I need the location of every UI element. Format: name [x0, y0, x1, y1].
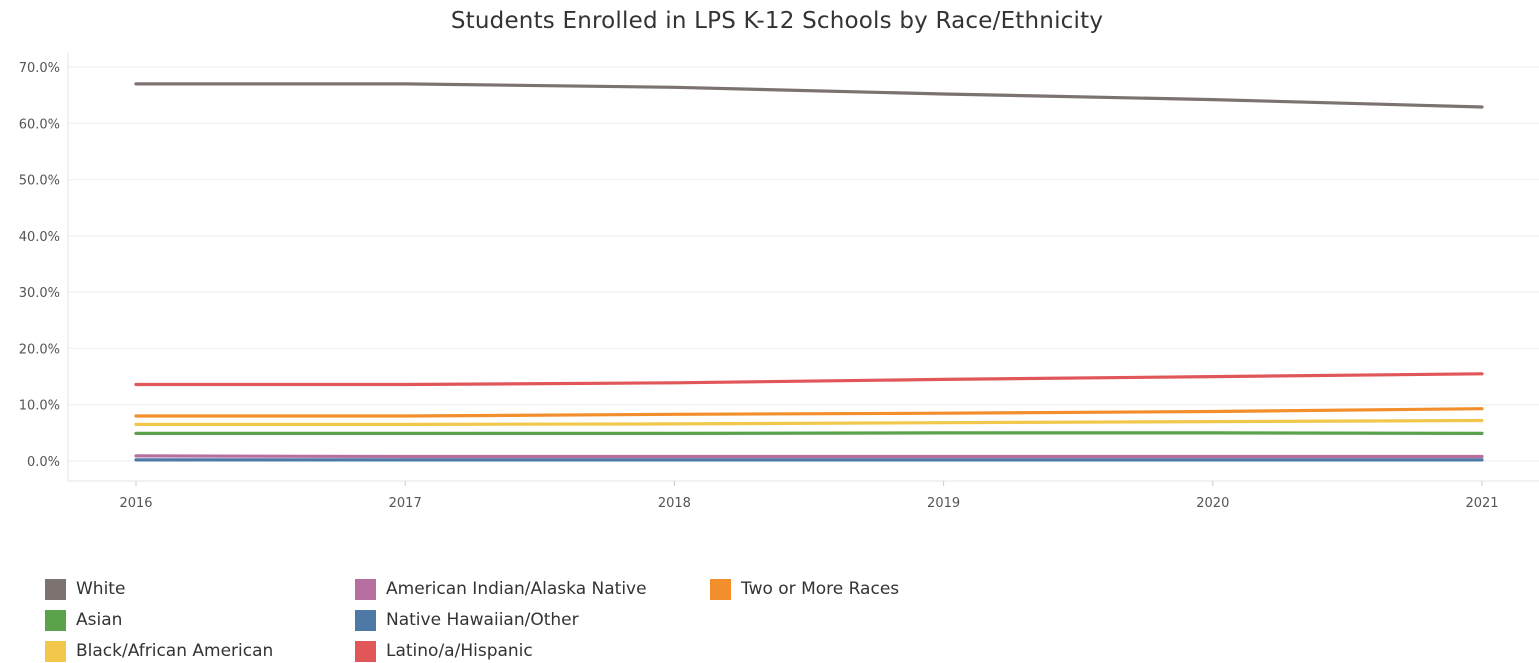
- legend-swatch: [45, 578, 66, 600]
- legend-label: Two or More Races: [741, 579, 900, 599]
- x-tick-label: 2018: [658, 496, 691, 511]
- series-lines: [134, 82, 1484, 462]
- series-line-white: [134, 82, 1484, 109]
- x-tick-label: 2016: [119, 496, 152, 511]
- y-tick-label: 70.0%: [19, 61, 60, 76]
- line-chart: 0.0%10.0%20.0%30.0%40.0%50.0%60.0%70.0% …: [19, 52, 1539, 511]
- legend-item-asian[interactable]: Asian: [45, 609, 122, 631]
- y-tick-label: 0.0%: [27, 455, 60, 470]
- y-axis-tick-labels: 0.0% 10.0% 20.0% 30.0% 40.0% 50.0% 60.0% 70.0%: [19, 61, 60, 470]
- series-line-asian: [134, 431, 1484, 435]
- legend-label: Asian: [76, 610, 123, 630]
- series-line-black-african-american: [134, 418, 1484, 426]
- x-tick-label: 2021: [1465, 496, 1498, 511]
- y-tick-label: 60.0%: [19, 117, 60, 132]
- legend: White Asian Black/African American American…: [45, 578, 1145, 663]
- legend-label: American Indian/Alaska Native: [386, 579, 647, 599]
- legend-item-white[interactable]: White: [45, 578, 125, 600]
- legend-item-latino-a-hispanic[interactable]: Latino/a/Hispanic: [355, 640, 533, 662]
- y-tick-label: 30.0%: [19, 286, 60, 301]
- series-line-american-indian-alaska-native: [134, 454, 1484, 459]
- axes: [67, 52, 1539, 486]
- x-tick-label: 2020: [1196, 496, 1229, 511]
- legend-swatch: [45, 609, 66, 631]
- series-line-two-or-more-races: [134, 407, 1484, 418]
- legend-swatch: [355, 578, 376, 600]
- legend-label: White: [76, 579, 126, 599]
- legend-label: Black/African American: [76, 641, 274, 661]
- legend-item-black-african-american[interactable]: Black/African American: [45, 640, 273, 662]
- legend-item-two-or-more-races[interactable]: Two or More Races: [710, 578, 899, 600]
- x-tick-label: 2019: [927, 496, 960, 511]
- legend-swatch: [355, 609, 376, 631]
- x-tick-label: 2017: [389, 496, 422, 511]
- legend-label: Native Hawaiian/Other: [386, 610, 579, 630]
- legend-swatch: [710, 578, 731, 600]
- y-tick-label: 50.0%: [19, 174, 60, 189]
- legend-swatch: [45, 640, 66, 662]
- gridlines: [68, 66, 1539, 462]
- legend-swatch: [355, 640, 376, 662]
- x-axis-tick-labels: 2016 2017 2018 2019 2020 2021: [119, 496, 1498, 511]
- y-tick-label: 10.0%: [19, 399, 60, 414]
- legend-item-american-indian-alaska-native[interactable]: American Indian/Alaska Native: [355, 578, 647, 600]
- y-tick-label: 20.0%: [19, 342, 60, 357]
- series-line-latino-a-hispanic: [134, 372, 1484, 387]
- y-tick-label: 40.0%: [19, 230, 60, 245]
- legend-label: Latino/a/Hispanic: [386, 641, 533, 661]
- chart-title: Students Enrolled in LPS K-12 Schools by…: [450, 8, 1104, 34]
- legend-item-native-hawaiian-other[interactable]: Native Hawaiian/Other: [355, 609, 579, 631]
